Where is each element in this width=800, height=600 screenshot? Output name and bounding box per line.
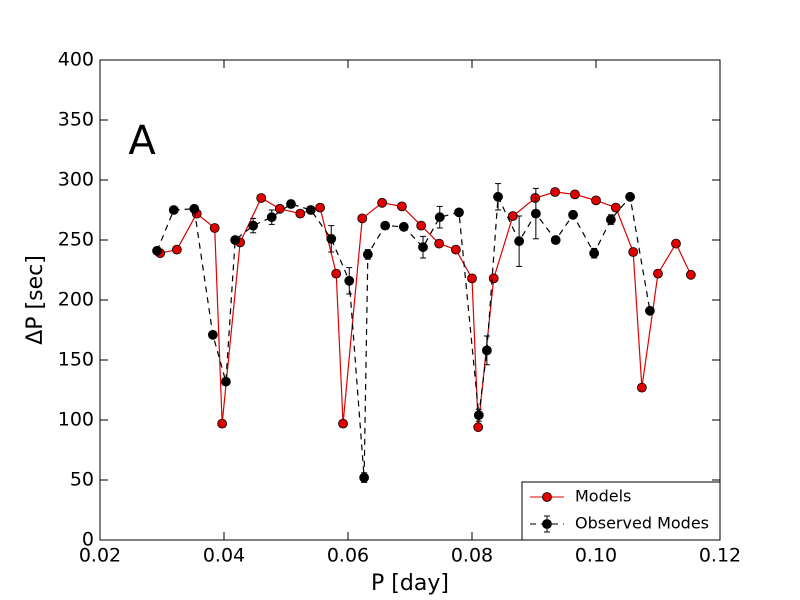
- x-tick-label: 0.02: [79, 545, 121, 567]
- marker: [362, 249, 373, 260]
- marker: [454, 207, 464, 218]
- marker: [434, 238, 445, 249]
- marker: [610, 202, 621, 213]
- marker: [217, 418, 228, 429]
- series-line: [156, 194, 651, 478]
- marker: [473, 410, 484, 421]
- marker: [671, 238, 681, 249]
- y-tick-label: 350: [58, 109, 94, 131]
- marker: [377, 197, 388, 208]
- x-axis-label: P [day]: [371, 571, 449, 596]
- y-tick-label: 400: [58, 49, 94, 71]
- marker: [220, 376, 231, 387]
- marker: [645, 305, 655, 316]
- marker: [625, 191, 635, 202]
- marker: [171, 244, 182, 255]
- marker: [338, 418, 348, 429]
- marker: [274, 203, 285, 214]
- marker: [685, 269, 696, 280]
- marker: [416, 220, 427, 231]
- x-tick-label: 0.06: [327, 545, 369, 567]
- marker: [550, 235, 561, 245]
- y-tick-label: 300: [58, 169, 94, 191]
- marker: [434, 212, 445, 223]
- marker: [152, 245, 162, 256]
- marker: [450, 244, 461, 255]
- marker: [570, 189, 580, 200]
- legend-marker: [542, 492, 552, 502]
- marker: [493, 191, 503, 202]
- marker: [207, 329, 218, 340]
- marker: [315, 202, 326, 213]
- marker: [636, 382, 647, 393]
- x-tick-label: 0.10: [575, 545, 617, 567]
- marker: [331, 268, 342, 279]
- marker: [344, 275, 355, 286]
- marker: [605, 214, 616, 225]
- marker: [256, 193, 267, 203]
- panel-label: A: [128, 118, 156, 164]
- marker: [230, 235, 241, 245]
- y-tick-label: 200: [58, 289, 94, 311]
- marker: [530, 193, 541, 203]
- x-tick-label: 0.12: [699, 545, 741, 567]
- marker: [209, 223, 220, 233]
- marker: [326, 233, 337, 244]
- legend-label: Models: [575, 487, 631, 506]
- legend-box: [521, 481, 721, 541]
- marker: [589, 248, 600, 259]
- marker: [550, 187, 560, 197]
- marker: [514, 236, 525, 247]
- marker: [359, 472, 370, 483]
- marker: [628, 247, 639, 257]
- marker: [305, 205, 316, 215]
- marker: [266, 212, 277, 223]
- marker: [380, 220, 391, 231]
- legend-label: Observed Modes: [575, 514, 709, 533]
- marker: [568, 209, 578, 220]
- marker: [357, 213, 368, 224]
- marker: [418, 242, 428, 253]
- marker: [189, 203, 200, 214]
- marker: [467, 273, 477, 284]
- marker: [168, 205, 179, 215]
- marker: [397, 201, 407, 212]
- marker: [508, 211, 518, 221]
- legend: Models Observed Modes: [521, 481, 721, 541]
- marker: [653, 268, 663, 279]
- y-tick-label: 100: [58, 409, 94, 431]
- marker: [530, 208, 541, 219]
- marker: [488, 273, 499, 284]
- y-axis-label: ΔP [sec]: [23, 255, 48, 345]
- marker: [481, 345, 492, 356]
- legend-marker: [542, 519, 552, 529]
- y-tick-label: 0: [82, 529, 94, 551]
- marker: [286, 199, 296, 209]
- y-tick-label: 150: [58, 349, 94, 371]
- x-tick-label: 0.04: [203, 545, 245, 567]
- marker: [398, 221, 409, 232]
- y-tick-label: 250: [58, 229, 94, 251]
- marker: [248, 220, 259, 231]
- y-tick-label: 50: [70, 469, 94, 491]
- x-tick-label: 0.08: [451, 545, 493, 567]
- marker: [591, 195, 601, 206]
- marker: [295, 208, 306, 219]
- marker: [473, 422, 484, 433]
- plot-frame: [99, 59, 721, 541]
